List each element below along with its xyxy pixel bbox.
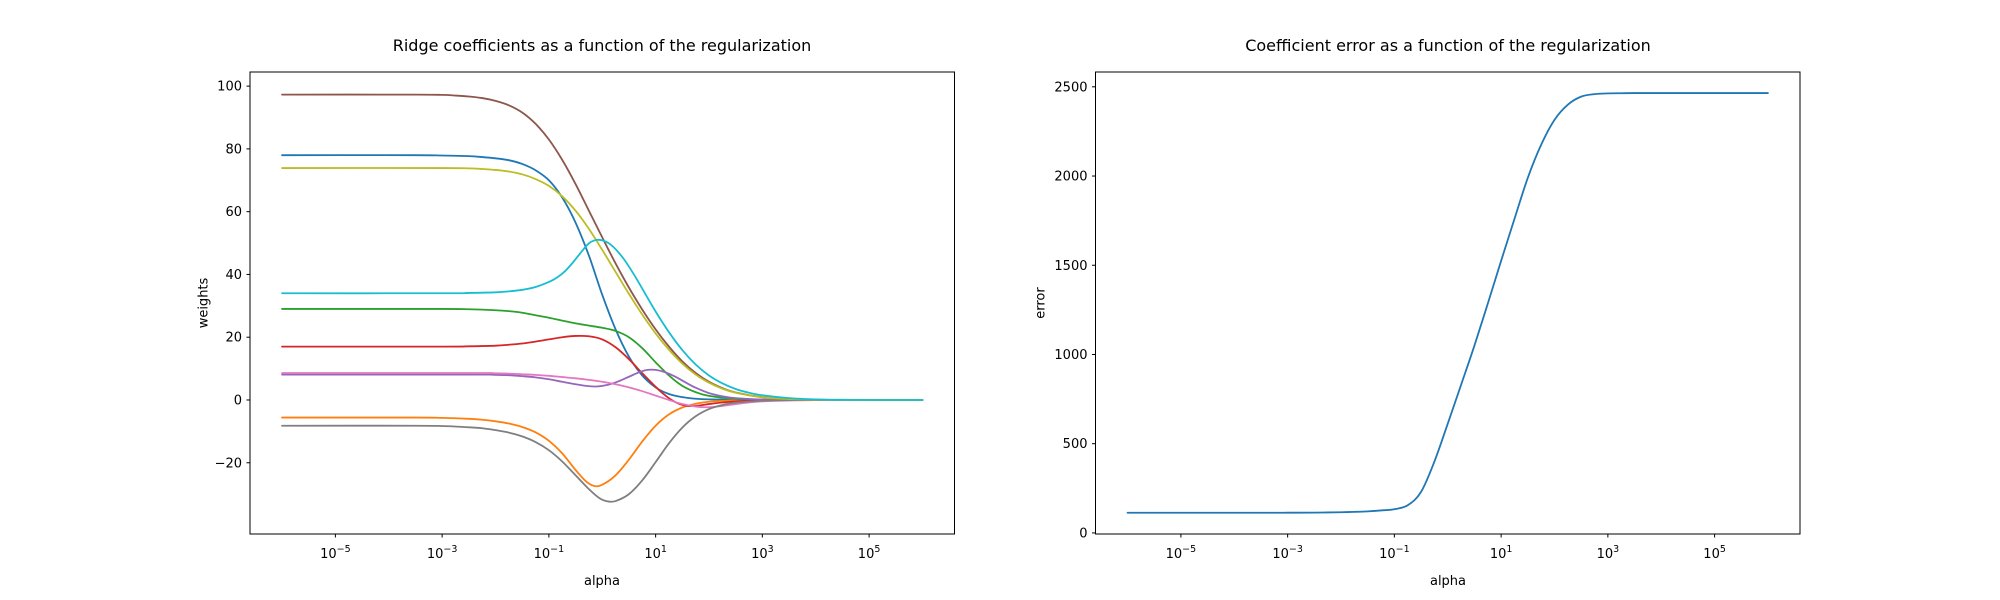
series-line-coef-4	[281, 334, 924, 407]
series-line-coefficient-error	[1126, 92, 1769, 514]
right-x-axis-label: alpha	[1429, 574, 1467, 589]
x-tick-label: 103	[1597, 544, 1620, 562]
axes-spines	[249, 71, 955, 535]
x-tick-label: 10−3	[1272, 544, 1303, 562]
series-line-coef-2	[281, 399, 924, 488]
y-tick-label: 1500	[1054, 259, 1087, 274]
series-line-coef-9	[281, 167, 924, 401]
right-chart-title: Coefficient error as a function of the r…	[1245, 36, 1651, 55]
series-line-coef-6	[281, 93, 924, 401]
axes-right: 10−5 10−3 10−1 101 103 105 2500 2000 1500 1000 500…	[1054, 71, 1801, 562]
series-line-coef-5	[281, 368, 924, 401]
y-tick-label: 0	[1079, 526, 1087, 541]
axes-spines	[1095, 71, 1801, 535]
x-tick-label: 103	[751, 544, 774, 562]
right-y-axis-label: error	[1033, 287, 1049, 319]
axes-left: 10−5 10−3 10−1 101 103 105 100 80 60 40 20 0 −20	[215, 71, 955, 562]
x-tick-label: 105	[1703, 544, 1726, 562]
left-y-axis-label: weights	[196, 277, 212, 329]
series-line-coef-7	[281, 372, 924, 409]
y-tick-label: 100	[217, 80, 242, 95]
series-line-coef-1	[281, 154, 924, 401]
series-line-coef-8	[281, 399, 924, 503]
y-tick-label: 80	[225, 142, 242, 157]
x-tick-label: 10−5	[320, 544, 351, 562]
x-tick-label: 101	[1490, 544, 1513, 562]
left-chart-title: Ridge coefficients as a function of the …	[392, 36, 812, 55]
y-tick-label: 40	[225, 268, 242, 283]
y-tick-label: 2000	[1054, 170, 1087, 185]
x-tick-label: 10−1	[1379, 544, 1410, 562]
x-tick-label: 10−3	[427, 544, 458, 562]
y-tick-label: 0	[234, 393, 242, 408]
y-tick-label: 60	[225, 205, 242, 220]
x-tick-label: 10−5	[1166, 544, 1197, 562]
y-tick-label: 2500	[1054, 80, 1087, 95]
y-tick-label: −20	[215, 456, 242, 471]
series-line-coef-10	[281, 238, 924, 401]
left-x-axis-label: alpha	[583, 574, 621, 589]
series-line-coef-3	[281, 308, 924, 401]
y-tick-label: 500	[1063, 437, 1088, 452]
x-tick-label: 105	[858, 544, 881, 562]
y-tick-label: 20	[225, 331, 242, 346]
x-tick-label: 10−1	[534, 544, 565, 562]
y-tick-label: 1000	[1054, 348, 1087, 363]
x-tick-label: 101	[644, 544, 667, 562]
